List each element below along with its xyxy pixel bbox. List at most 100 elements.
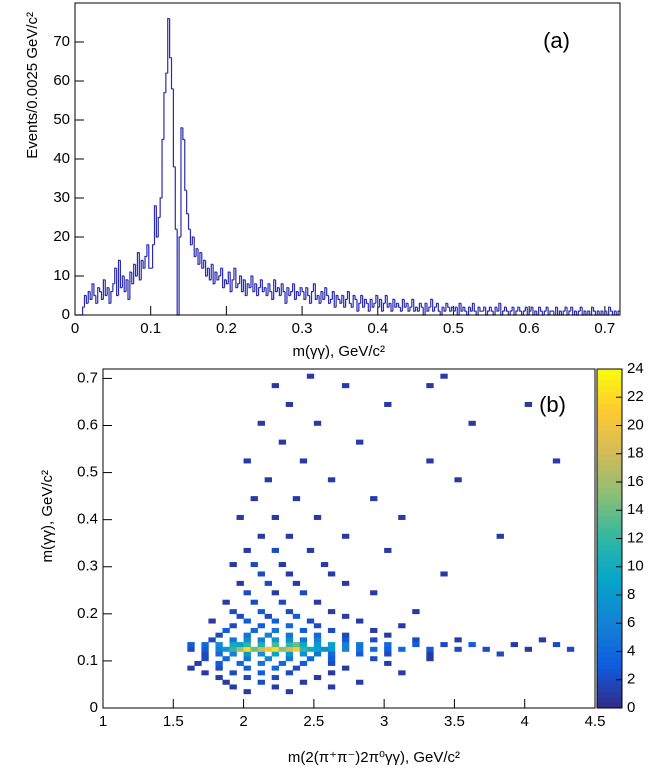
heatmap-cell (264, 656, 272, 662)
heatmap-cell (243, 665, 251, 671)
colorbar-segment (597, 583, 622, 590)
histogram-bin (384, 294, 388, 304)
histogram-bin (131, 272, 134, 285)
histogram-bin (252, 276, 255, 293)
histogram-bin (570, 306, 573, 312)
colorbar-tick-label: 16 (627, 473, 644, 490)
histogram-bin (380, 299, 384, 312)
heatmap-cell (257, 571, 265, 577)
heatmap-cell (426, 646, 434, 652)
histogram-bin (151, 244, 155, 269)
histogram-bin (318, 295, 322, 304)
histogram-bin (155, 205, 159, 238)
heatmap-cell (552, 642, 561, 648)
heatmap-cell (201, 646, 209, 652)
histogram-bin (543, 310, 547, 315)
heatmap-cell (285, 646, 294, 652)
heatmap-cell (426, 458, 434, 464)
colorbar-tick-label: 24 (627, 360, 644, 377)
heatmap-cell (285, 571, 294, 577)
heatmap-cell (243, 689, 251, 695)
heatmap-cell (440, 373, 448, 379)
heatmap-cell (271, 383, 280, 389)
histogram-bin (95, 295, 98, 304)
colorbar-tick-label: 6 (627, 614, 635, 631)
histogram-bin (110, 291, 113, 304)
histogram-bin (307, 287, 310, 297)
colorbar-segment (597, 431, 622, 438)
y-tick-label: 0.1 (77, 652, 98, 669)
histogram-bin (293, 283, 297, 300)
x-tick-label: 0.2 (216, 320, 237, 337)
heatmap-cell (341, 637, 350, 643)
histogram-bin (528, 310, 532, 315)
colorbar-segment (597, 532, 622, 539)
histogram-bin (85, 295, 89, 304)
heatmap-cell (229, 623, 237, 629)
histogram-bin (89, 291, 93, 300)
histogram-bin (227, 271, 231, 284)
heatmap-cell (257, 646, 265, 652)
heatmap-cell (341, 665, 350, 671)
heatmap-cell (264, 477, 272, 483)
heatmap-cell (271, 547, 280, 553)
histogram-bin (397, 303, 401, 308)
heatmap-cell (412, 609, 420, 615)
colorbar-segment (597, 402, 622, 410)
histogram-bin (106, 287, 110, 296)
histogram-bin (320, 291, 323, 304)
heatmap-cell (356, 642, 364, 648)
histogram-bin (392, 298, 395, 312)
histogram-bin (172, 88, 176, 168)
histogram-bin (121, 275, 125, 288)
heatmap-cell (566, 646, 575, 652)
heatmap-cell (327, 571, 336, 577)
colorbar-segment (597, 448, 622, 455)
heatmap-cell (201, 670, 209, 676)
heatmap-cell (285, 609, 294, 615)
heatmap-cell (313, 675, 322, 681)
heatmap-cell (398, 514, 406, 520)
histogram-bin (248, 283, 251, 289)
histogram-bin (435, 302, 439, 308)
heatmap-cell (285, 533, 294, 539)
histogram-bin (617, 310, 620, 315)
histogram-bin (225, 279, 229, 285)
histogram-bin (382, 302, 386, 312)
colorbar-segment (597, 538, 622, 545)
heatmap-cell (271, 675, 280, 681)
heatmap-cell (426, 656, 434, 662)
heatmap-cell (236, 642, 244, 648)
heatmap-cell (384, 401, 392, 407)
histogram-bin (146, 244, 149, 257)
histogram-bin (314, 283, 318, 300)
y-tick-label: 0.5 (77, 464, 98, 481)
colorbar-segment (597, 465, 622, 472)
heatmap-cell (341, 632, 350, 638)
heatmap-cell (320, 646, 329, 652)
heatmap-cell (482, 646, 490, 652)
histogram-bin (292, 283, 295, 292)
histogram-bin (288, 287, 291, 297)
heatmap-cell (356, 618, 364, 624)
histogram-bin (100, 291, 104, 300)
histogram-bin (573, 310, 577, 315)
histogram-bin (261, 279, 265, 293)
heatmap-cell (356, 439, 364, 445)
heatmap-cell (208, 637, 216, 643)
histogram-bin (373, 302, 376, 308)
histogram-bin (503, 306, 507, 312)
histogram-bin (505, 307, 509, 312)
colorbar-segment (597, 369, 622, 376)
heatmap-cell (222, 679, 230, 685)
histogram-bin (254, 283, 257, 292)
histogram-bin (577, 310, 581, 315)
histogram-bin (538, 306, 541, 315)
heatmap-cell (278, 646, 287, 652)
colorbar-segment (597, 436, 622, 443)
heatmap-cell (271, 684, 280, 690)
histogram-bin (428, 306, 431, 312)
histogram-bin (134, 264, 138, 277)
heatmap-cell (454, 646, 462, 652)
